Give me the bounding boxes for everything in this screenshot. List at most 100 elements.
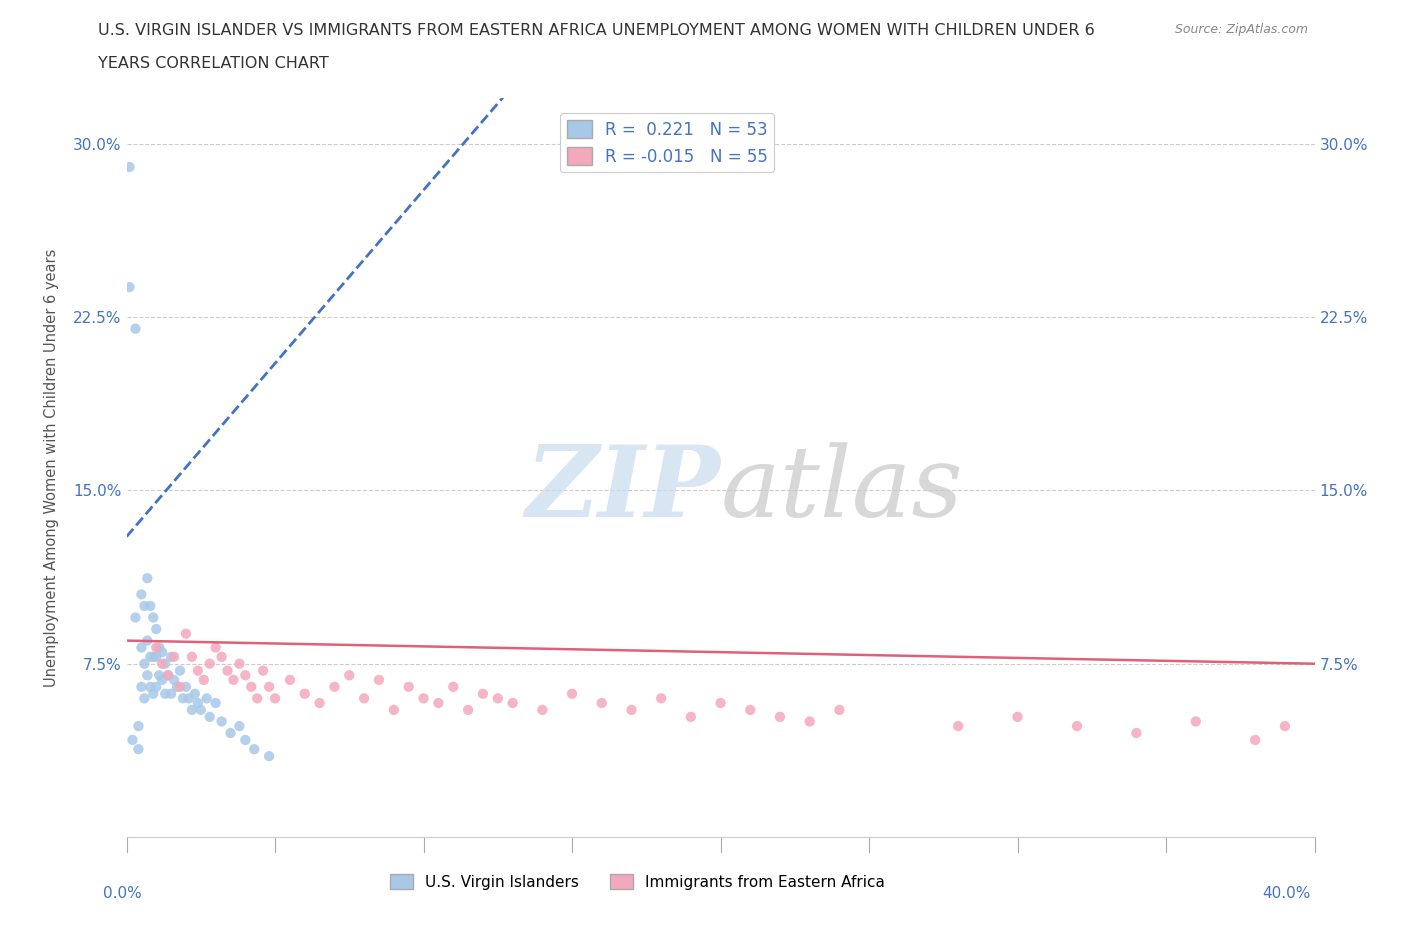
Point xyxy=(136,633,159,648)
Point xyxy=(217,663,239,678)
Point xyxy=(145,649,167,664)
Point xyxy=(139,599,162,614)
Point xyxy=(148,640,170,655)
Point xyxy=(160,649,183,664)
Point xyxy=(124,321,146,336)
Point xyxy=(169,680,191,695)
Point xyxy=(127,742,149,757)
Point xyxy=(278,672,301,687)
Point xyxy=(131,587,153,602)
Point xyxy=(398,680,420,695)
Point xyxy=(180,649,202,664)
Point xyxy=(219,725,242,740)
Point xyxy=(228,657,250,671)
Point xyxy=(222,672,245,687)
Point xyxy=(294,686,316,701)
Point xyxy=(139,649,162,664)
Point xyxy=(308,696,330,711)
Point xyxy=(1184,714,1206,729)
Point xyxy=(1066,719,1088,734)
Text: 40.0%: 40.0% xyxy=(1263,886,1310,901)
Point xyxy=(257,680,280,695)
Legend: R =  0.221   N = 53, R = -0.015   N = 55: R = 0.221 N = 53, R = -0.015 N = 55 xyxy=(560,113,775,172)
Text: YEARS CORRELATION CHART: YEARS CORRELATION CHART xyxy=(98,56,329,71)
Point xyxy=(323,680,346,695)
Point xyxy=(157,668,180,683)
Point xyxy=(145,640,167,655)
Point xyxy=(246,691,269,706)
Point xyxy=(211,649,233,664)
Point xyxy=(233,668,257,683)
Point xyxy=(150,657,173,671)
Point xyxy=(195,691,218,706)
Point xyxy=(502,696,524,711)
Point xyxy=(157,668,180,683)
Point xyxy=(486,691,509,706)
Point xyxy=(531,702,554,717)
Point xyxy=(740,702,762,717)
Point xyxy=(153,686,176,701)
Text: U.S. VIRGIN ISLANDER VS IMMIGRANTS FROM EASTERN AFRICA UNEMPLOYMENT AMONG WOMEN : U.S. VIRGIN ISLANDER VS IMMIGRANTS FROM … xyxy=(98,23,1095,38)
Point xyxy=(127,719,149,734)
Text: atlas: atlas xyxy=(721,442,963,538)
Point xyxy=(441,680,464,695)
Point xyxy=(184,686,207,701)
Point xyxy=(124,610,146,625)
Point xyxy=(828,702,851,717)
Point xyxy=(121,733,143,748)
Point xyxy=(153,657,176,671)
Point xyxy=(174,626,197,641)
Point xyxy=(353,691,375,706)
Point xyxy=(204,696,226,711)
Point xyxy=(1125,725,1147,740)
Point xyxy=(257,749,280,764)
Y-axis label: Unemployment Among Women with Children Under 6 years: Unemployment Among Women with Children U… xyxy=(45,248,59,686)
Point xyxy=(142,649,165,664)
Point xyxy=(472,686,495,701)
Point xyxy=(134,599,156,614)
Point xyxy=(118,280,141,295)
Point xyxy=(174,680,197,695)
Point xyxy=(136,668,159,683)
Point xyxy=(427,696,450,711)
Point xyxy=(679,710,702,724)
Text: 0.0%: 0.0% xyxy=(103,886,142,901)
Point xyxy=(243,742,266,757)
Point xyxy=(180,702,202,717)
Point xyxy=(228,719,250,734)
Point xyxy=(177,691,200,706)
Point xyxy=(198,657,221,671)
Point xyxy=(193,672,215,687)
Text: Source: ZipAtlas.com: Source: ZipAtlas.com xyxy=(1174,23,1308,36)
Point xyxy=(139,680,162,695)
Point xyxy=(131,680,153,695)
Text: ZIP: ZIP xyxy=(526,441,721,538)
Point xyxy=(187,663,209,678)
Point xyxy=(142,686,165,701)
Point xyxy=(382,702,405,717)
Point xyxy=(412,691,434,706)
Point xyxy=(145,680,167,695)
Point xyxy=(190,702,212,717)
Point xyxy=(163,649,186,664)
Point xyxy=(136,571,159,586)
Point xyxy=(150,672,173,687)
Point xyxy=(204,640,226,655)
Point xyxy=(620,702,643,717)
Point xyxy=(118,160,141,175)
Point xyxy=(591,696,613,711)
Point xyxy=(134,691,156,706)
Point xyxy=(169,663,191,678)
Point xyxy=(799,714,821,729)
Point xyxy=(131,640,153,655)
Point xyxy=(172,691,194,706)
Point xyxy=(240,680,263,695)
Point xyxy=(1274,719,1296,734)
Point xyxy=(142,610,165,625)
Point xyxy=(160,686,183,701)
Point xyxy=(233,733,257,748)
Point xyxy=(337,668,360,683)
Point xyxy=(1244,733,1267,748)
Point xyxy=(211,714,233,729)
Point xyxy=(134,657,156,671)
